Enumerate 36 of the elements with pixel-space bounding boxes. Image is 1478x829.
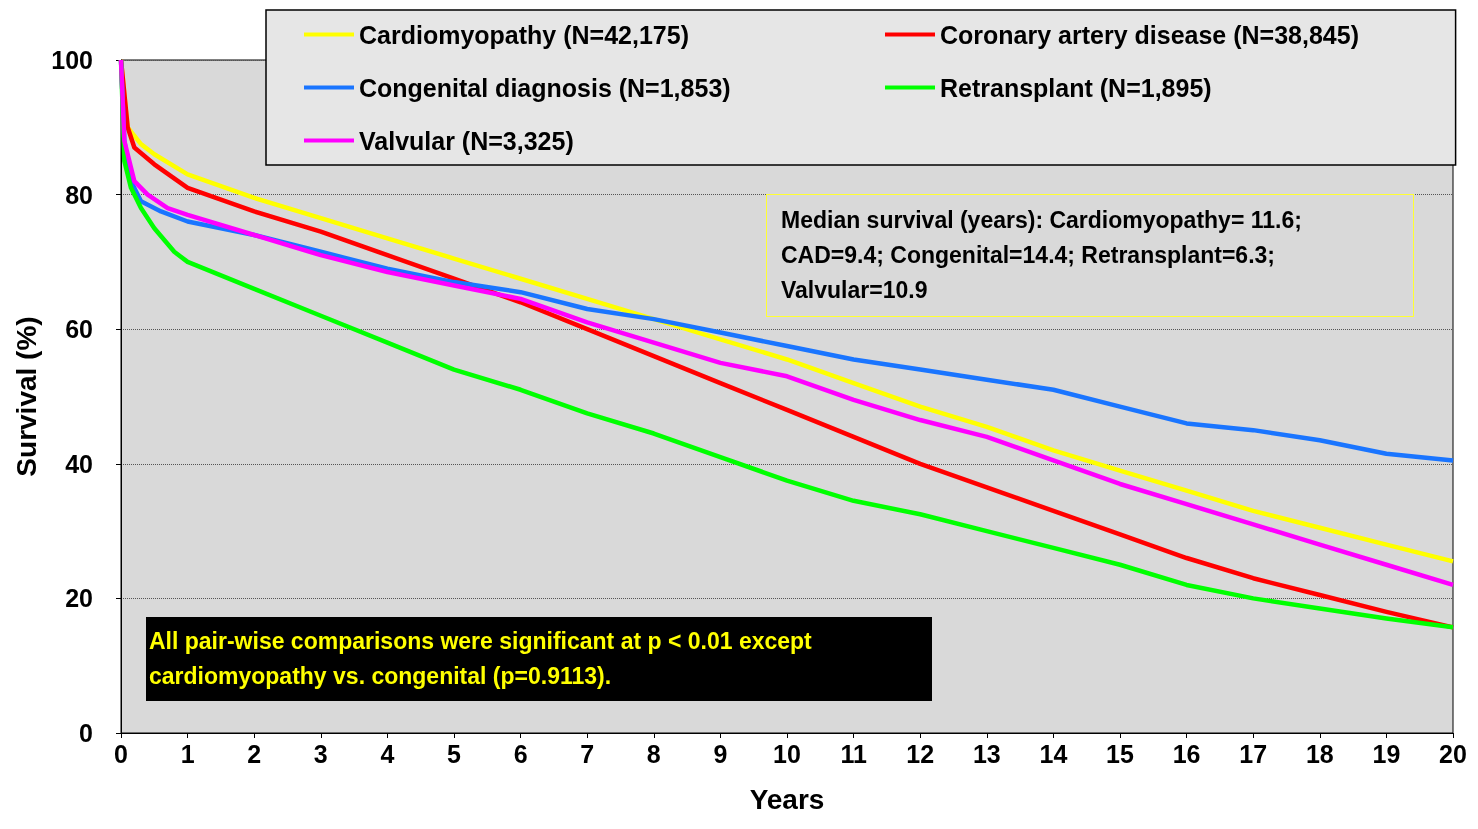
x-tick-label: 20 (1439, 739, 1467, 768)
x-tick-label: 16 (1172, 739, 1201, 768)
x-tick-label: 6 (513, 739, 528, 768)
x-tick-label: 2 (247, 739, 262, 768)
y-tick-label: 20 (65, 584, 93, 613)
legend-label: Retransplant (N=1,895) (940, 73, 1212, 102)
x-tick-label: 5 (447, 739, 462, 768)
x-tick-label: 0 (114, 739, 128, 768)
x-tick-label: 1 (180, 739, 195, 768)
x-tick-label: 9 (713, 739, 728, 768)
y-axis-title: Survival (%) (10, 316, 42, 477)
y-tick-label: 100 (51, 46, 93, 74)
legend-label: Valvular (N=3,325) (359, 126, 574, 155)
legend-label: Cardiomyopathy (N=42,175) (359, 20, 689, 49)
x-tick-label: 11 (840, 739, 867, 768)
y-tick-label: 0 (79, 719, 93, 747)
x-tick-label: 18 (1305, 739, 1334, 768)
x-tick-label: 10 (773, 739, 801, 768)
y-tick-label: 80 (65, 180, 93, 209)
x-tick-label: 7 (580, 739, 595, 768)
x-axis-title: Years (749, 783, 825, 815)
x-tick-label: 17 (1239, 739, 1268, 768)
x-tick-label: 8 (646, 739, 661, 768)
x-tick-label: 15 (1106, 739, 1134, 768)
y-tick-label: 40 (65, 449, 93, 478)
x-tick-label: 19 (1372, 739, 1401, 768)
note-box: Median survival (years): Cardiomyopathy= 11.6; CAD=9.4; Congenital=14.4; Retransplant=6.3; Valvular=10.9 (766, 194, 1414, 317)
legend-label: Congenital diagnosis (N=1,853) (359, 73, 731, 102)
note-box: All pair-wise comparisons were significant at p < 0.01 except cardiomyopathy vs. congenital (p=0.9113). (146, 617, 932, 701)
x-tick-label: 3 (313, 739, 328, 768)
x-tick-label: 14 (1039, 739, 1068, 768)
x-tick-label: 13 (972, 739, 1001, 768)
y-tick-label: 60 (65, 315, 93, 344)
legend-label: Coronary artery disease (N=38,845) (940, 20, 1359, 49)
x-tick-label: 4 (380, 739, 395, 768)
x-tick-label: 12 (906, 739, 935, 768)
